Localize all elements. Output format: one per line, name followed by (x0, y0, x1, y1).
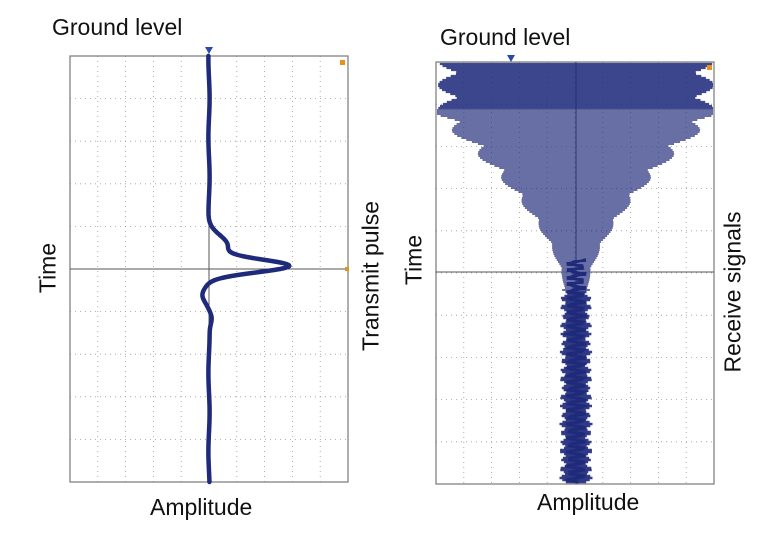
transmit-pulse-trace (200, 53, 292, 485)
left-ground-level-label: Ground level (52, 14, 183, 40)
right-ground-marker-icon (507, 55, 515, 62)
left-orange-level-marker-icon (345, 267, 349, 271)
right-orange-marker-icon (707, 65, 712, 70)
right-scope-frame (435, 61, 715, 485)
right-amplitude-label: Amplitude (537, 489, 640, 515)
right-ground-level-label: Ground level (440, 24, 571, 50)
left-ground-marker-icon (205, 47, 213, 54)
receive-signal-core (561, 258, 590, 484)
receive-signals-trace (437, 62, 713, 484)
left-orange-marker-icon (340, 60, 345, 65)
left-amplitude-label: Amplitude (150, 494, 253, 520)
